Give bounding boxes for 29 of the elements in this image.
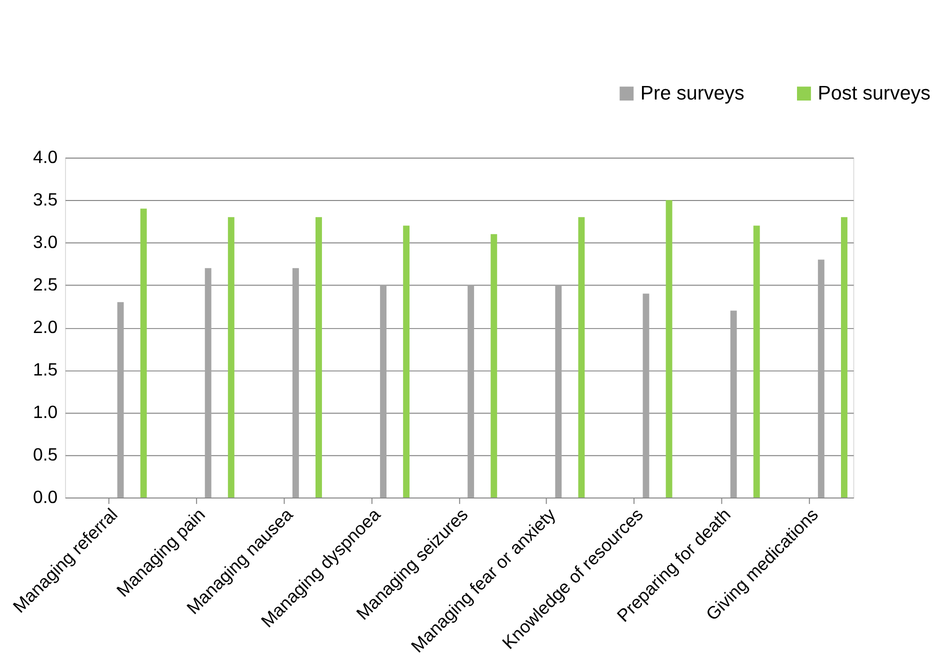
- bar: [753, 226, 760, 498]
- y-tick-label: 1.5: [32, 359, 58, 380]
- bar: [228, 217, 234, 498]
- bar: [403, 226, 410, 498]
- bar: [666, 200, 672, 498]
- y-tick-label: 0.5: [32, 444, 58, 464]
- bar: [316, 217, 322, 498]
- bar: [292, 268, 299, 498]
- y-tick-label: 0.0: [32, 486, 58, 507]
- y-tick-label: 3.0: [32, 232, 58, 252]
- bar: [468, 285, 474, 498]
- y-tick-label: 4.0: [32, 147, 58, 168]
- y-tick-label: 2.0: [32, 317, 58, 337]
- y-tick-label: 2.5: [32, 274, 58, 295]
- bar: [840, 217, 848, 498]
- bar: [818, 260, 824, 498]
- y-tick-label: 3.5: [32, 190, 58, 210]
- y-tick-label: 1.0: [32, 402, 58, 422]
- bar: [642, 294, 650, 498]
- bar: [380, 285, 386, 498]
- legend-label: Pre surveys: [640, 82, 745, 104]
- bar: [490, 234, 498, 498]
- bar: [555, 285, 562, 498]
- bar: [730, 310, 737, 498]
- bar: [204, 268, 212, 498]
- bar: [140, 208, 147, 498]
- bar: [578, 217, 585, 498]
- bar: [117, 302, 124, 498]
- legend-label: Post surveys: [818, 82, 931, 104]
